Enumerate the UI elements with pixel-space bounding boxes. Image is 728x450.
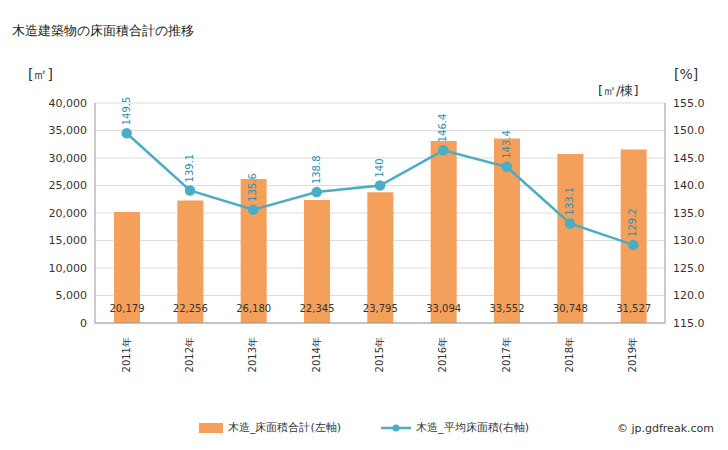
svg-text:22,345: 22,345 — [300, 303, 335, 314]
svg-text:115.0: 115.0 — [673, 317, 705, 330]
svg-text:145.0: 145.0 — [673, 152, 705, 165]
svg-text:130.0: 130.0 — [673, 234, 705, 247]
svg-text:33,552: 33,552 — [490, 303, 525, 314]
svg-text:129.2: 129.2 — [627, 208, 638, 237]
svg-text:2014年: 2014年 — [311, 337, 322, 372]
svg-text:140.0: 140.0 — [673, 179, 705, 192]
svg-text:2013年: 2013年 — [247, 337, 258, 372]
svg-text:26,180: 26,180 — [236, 303, 271, 314]
svg-text:2011年: 2011年 — [121, 337, 132, 372]
svg-text:2019年: 2019年 — [627, 337, 638, 372]
svg-text:30,000: 30,000 — [49, 152, 88, 165]
svg-text:10,000: 10,000 — [49, 262, 88, 275]
svg-text:149.5: 149.5 — [121, 97, 132, 126]
svg-text:20,179: 20,179 — [110, 303, 145, 314]
html-text:木造建築物の床面積合計の推移: 木造建築物の床面積合計の推移 — [12, 23, 194, 38]
svg-text:135.6: 135.6 — [247, 173, 258, 202]
html-text:木造_平均床面積(右軸): 木造_平均床面積(右軸) — [416, 421, 530, 434]
svg-text:140: 140 — [374, 158, 385, 177]
svg-text:25,000: 25,000 — [49, 179, 88, 192]
svg-text:150.0: 150.0 — [673, 124, 705, 137]
svg-text:40,000: 40,000 — [49, 97, 88, 110]
svg-text:133.1: 133.1 — [564, 187, 575, 216]
svg-text:143.4: 143.4 — [501, 130, 512, 159]
svg-text:15,000: 15,000 — [49, 234, 88, 247]
svg-text:146.4: 146.4 — [437, 114, 448, 143]
svg-text:139.1: 139.1 — [184, 154, 195, 183]
svg-text:2012年: 2012年 — [184, 337, 195, 372]
svg-text:0: 0 — [80, 317, 87, 330]
html-text:© jp.gdfreak.com: © jp.gdfreak.com — [617, 422, 714, 435]
svg-text:5,000: 5,000 — [56, 289, 88, 302]
svg-text:23,795: 23,795 — [363, 303, 398, 314]
svg-text:30,748: 30,748 — [553, 303, 588, 314]
svg-text:2016年: 2016年 — [437, 337, 448, 372]
svg-text:2017年: 2017年 — [501, 337, 512, 372]
svg-text:31,527: 31,527 — [616, 303, 651, 314]
html-text:木造_床面積合計(左軸): 木造_床面積合計(左軸) — [227, 421, 341, 434]
svg-text:2015年: 2015年 — [374, 337, 385, 372]
html-text:[㎡/棟]: [㎡/棟] — [598, 83, 639, 98]
svg-text:33,094: 33,094 — [426, 303, 461, 314]
svg-text:35,000: 35,000 — [49, 124, 88, 137]
svg-text:2018年: 2018年 — [564, 337, 575, 372]
svg-text:125.0: 125.0 — [673, 262, 705, 275]
svg-text:155.0: 155.0 — [673, 97, 705, 110]
svg-text:20,000: 20,000 — [49, 207, 88, 220]
svg-text:135.0: 135.0 — [673, 207, 705, 220]
svg-text:138.8: 138.8 — [311, 155, 322, 184]
svg-text:120.0: 120.0 — [673, 289, 705, 302]
svg-text:22,256: 22,256 — [173, 303, 208, 314]
